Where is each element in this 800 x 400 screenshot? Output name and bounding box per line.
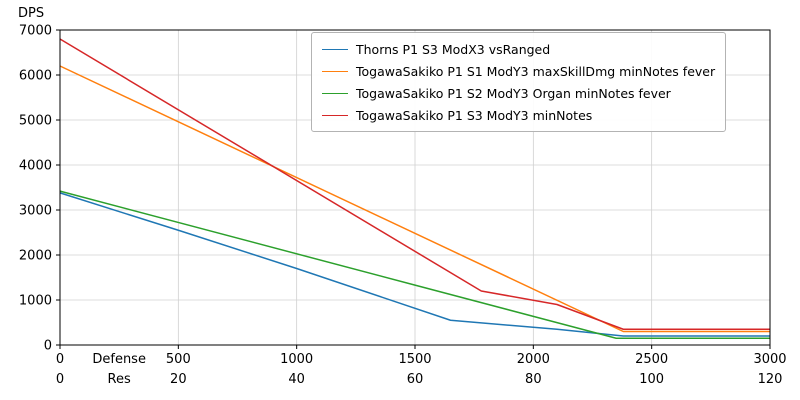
x-tick-label-defense: 2000 <box>517 352 550 367</box>
y-tick-label: 7000 <box>19 24 52 39</box>
legend-line-sample <box>322 114 348 116</box>
x-axis-label-res: Res <box>108 372 131 387</box>
x-tick-label-defense: 0 <box>56 352 64 367</box>
x-tick-label-res: 0 <box>56 372 64 387</box>
legend-label: TogawaSakiko P1 S1 ModY3 maxSkillDmg min… <box>356 63 716 79</box>
x-tick-label-res: 40 <box>288 372 305 387</box>
chart-legend: Thorns P1 S3 ModX3 vsRanged TogawaSakiko … <box>311 32 727 132</box>
y-tick-label: 0 <box>44 339 52 354</box>
series-line <box>59 65 770 333</box>
x-tick-label-res: 60 <box>407 372 424 387</box>
y-axis-label: DPS <box>18 6 44 21</box>
legend-item: Thorns P1 S3 ModX3 vsRanged <box>322 40 715 58</box>
y-tick-label: 4000 <box>19 159 52 174</box>
x-tick-label-defense: 500 <box>166 352 191 367</box>
legend-label: TogawaSakiko P1 S3 ModY3 minNotes <box>356 107 593 123</box>
x-tick-label-defense: 2500 <box>635 352 668 367</box>
x-tick-label-res: 80 <box>525 372 542 387</box>
y-tick-label: 5000 <box>19 114 52 129</box>
x-tick-label-res: 100 <box>639 372 664 387</box>
x-tick-label-defense: 1000 <box>280 352 313 367</box>
x-tick-label-res: 20 <box>170 372 187 387</box>
y-tick-label: 6000 <box>19 69 52 84</box>
series-line <box>59 192 770 337</box>
series-line <box>59 38 770 330</box>
y-tick-label: 1000 <box>19 294 52 309</box>
legend-line-sample <box>322 70 348 72</box>
legend-label: Thorns P1 S3 ModX3 vsRanged <box>356 41 551 57</box>
x-tick-label-res: 120 <box>758 372 783 387</box>
y-tick-label: 3000 <box>19 204 52 219</box>
x-axis-label-defense: Defense <box>92 352 146 367</box>
y-tick-label: 2000 <box>19 249 52 264</box>
series-line <box>59 190 770 339</box>
legend-item: TogawaSakiko P1 S3 ModY3 minNotes <box>322 106 715 124</box>
x-tick-label-defense: 3000 <box>753 352 786 367</box>
legend-label: TogawaSakiko P1 S2 ModY3 Organ minNotes … <box>356 85 671 101</box>
legend-item: TogawaSakiko P1 S1 ModY3 maxSkillDmg min… <box>322 62 715 80</box>
legend-line-sample <box>322 92 348 94</box>
legend-item: TogawaSakiko P1 S2 ModY3 Organ minNotes … <box>322 84 715 102</box>
legend-line-sample <box>322 48 348 50</box>
x-tick-label-defense: 1500 <box>398 352 431 367</box>
